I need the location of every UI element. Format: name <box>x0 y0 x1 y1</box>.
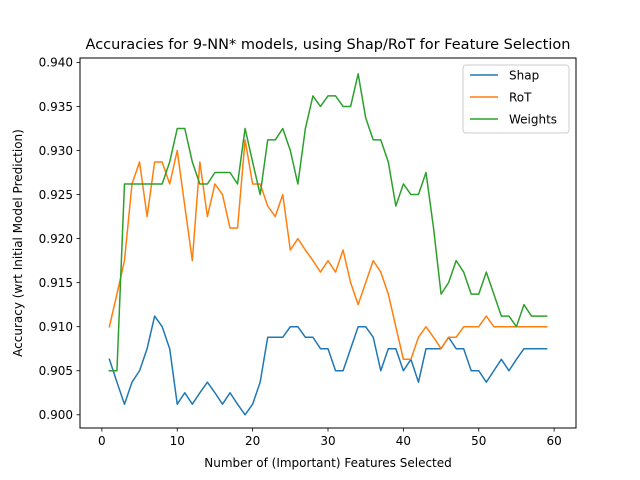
series-line-shap <box>108 315 548 416</box>
legend-label-rot: RoT <box>509 90 532 104</box>
series-line-weights <box>108 73 548 372</box>
chart-title: Accuracies for 9-NN* models, using Shap/… <box>86 37 571 53</box>
legend-label-shap: Shap <box>509 68 539 82</box>
y-axis-ticks: 0.900 0.905 0.910 0.915 0.920 0.925 0.930 0.935… <box>39 56 80 422</box>
y-tick-label: 0.905 <box>39 364 73 378</box>
y-axis-label: Accuracy (wrt Initial Model Prediction) <box>11 129 25 357</box>
y-tick-label: 0.920 <box>39 232 73 246</box>
y-tick-label: 0.915 <box>39 276 73 290</box>
y-tick-label: 0.925 <box>39 188 73 202</box>
y-tick-label: 0.900 <box>39 408 73 422</box>
legend-box <box>462 64 570 134</box>
y-tick-label: 0.930 <box>39 144 73 158</box>
y-tick-label: 0.940 <box>39 56 73 70</box>
x-tick-label: 60 <box>546 434 561 448</box>
legend: Shap RoT Weights <box>462 64 570 134</box>
x-tick-label: 50 <box>471 434 486 448</box>
x-tick-label: 10 <box>170 434 185 448</box>
x-axis-ticks: 0 10 20 30 40 50 60 <box>98 428 562 448</box>
y-tick-label: 0.935 <box>39 100 73 114</box>
series-line-rot <box>108 139 548 361</box>
plot-lines <box>108 73 548 416</box>
x-tick-label: 0 <box>98 434 106 448</box>
x-tick-label: 30 <box>320 434 335 448</box>
y-tick-label: 0.910 <box>39 320 73 334</box>
x-tick-label: 20 <box>245 434 260 448</box>
legend-label-weights: Weights <box>509 112 557 126</box>
x-tick-label: 40 <box>396 434 411 448</box>
x-axis-label: Number of (Important) Features Selected <box>204 456 452 470</box>
